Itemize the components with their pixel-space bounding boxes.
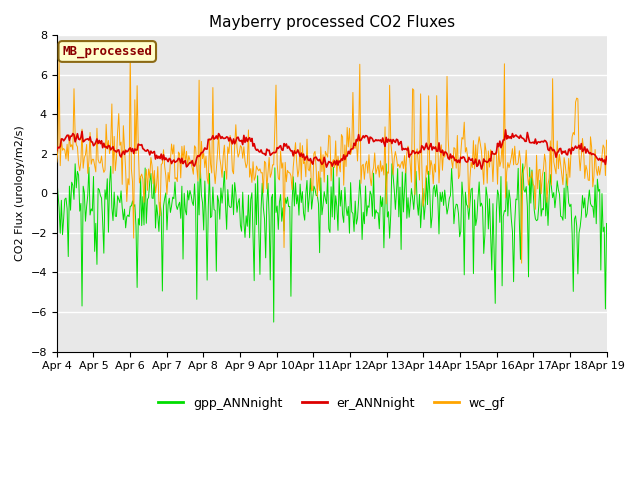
er_ANNnight xyxy=(224,134,232,140)
Text: MB_processed: MB_processed xyxy=(62,45,152,58)
gpp_ANNnight xyxy=(460,194,467,200)
wc_gf xyxy=(458,135,466,141)
wc_gf xyxy=(286,170,294,176)
gpp_ANNnight xyxy=(603,221,611,227)
er_ANNnight xyxy=(285,144,292,149)
er_ANNnight xyxy=(603,154,611,159)
gpp_ANNnight xyxy=(53,174,61,180)
Y-axis label: CO2 Flux (urology/m2/s): CO2 Flux (urology/m2/s) xyxy=(15,126,25,261)
gpp_ANNnight xyxy=(225,203,233,208)
gpp_ANNnight xyxy=(363,213,371,219)
wc_gf xyxy=(603,137,611,143)
wc_gf xyxy=(362,161,369,167)
wc_gf xyxy=(53,159,61,165)
er_ANNnight xyxy=(477,166,485,172)
er_ANNnight xyxy=(502,127,509,133)
Line: gpp_ANNnight: gpp_ANNnight xyxy=(57,164,607,322)
er_ANNnight xyxy=(360,135,368,141)
gpp_ANNnight xyxy=(287,293,295,299)
wc_gf xyxy=(518,260,525,266)
Line: er_ANNnight: er_ANNnight xyxy=(57,130,607,169)
gpp_ANNnight xyxy=(554,187,562,192)
Line: wc_gf: wc_gf xyxy=(57,50,607,263)
er_ANNnight xyxy=(457,155,465,160)
gpp_ANNnight xyxy=(71,161,79,167)
er_ANNnight xyxy=(554,149,562,155)
wc_gf xyxy=(554,166,562,172)
er_ANNnight xyxy=(387,137,395,143)
Legend: gpp_ANNnight, er_ANNnight, wc_gf: gpp_ANNnight, er_ANNnight, wc_gf xyxy=(154,392,510,415)
wc_gf xyxy=(225,151,233,156)
gpp_ANNnight xyxy=(270,319,278,325)
gpp_ANNnight xyxy=(389,172,397,178)
wc_gf xyxy=(126,48,134,53)
wc_gf xyxy=(388,151,396,157)
er_ANNnight xyxy=(53,147,61,153)
Title: Mayberry processed CO2 Fluxes: Mayberry processed CO2 Fluxes xyxy=(209,15,455,30)
